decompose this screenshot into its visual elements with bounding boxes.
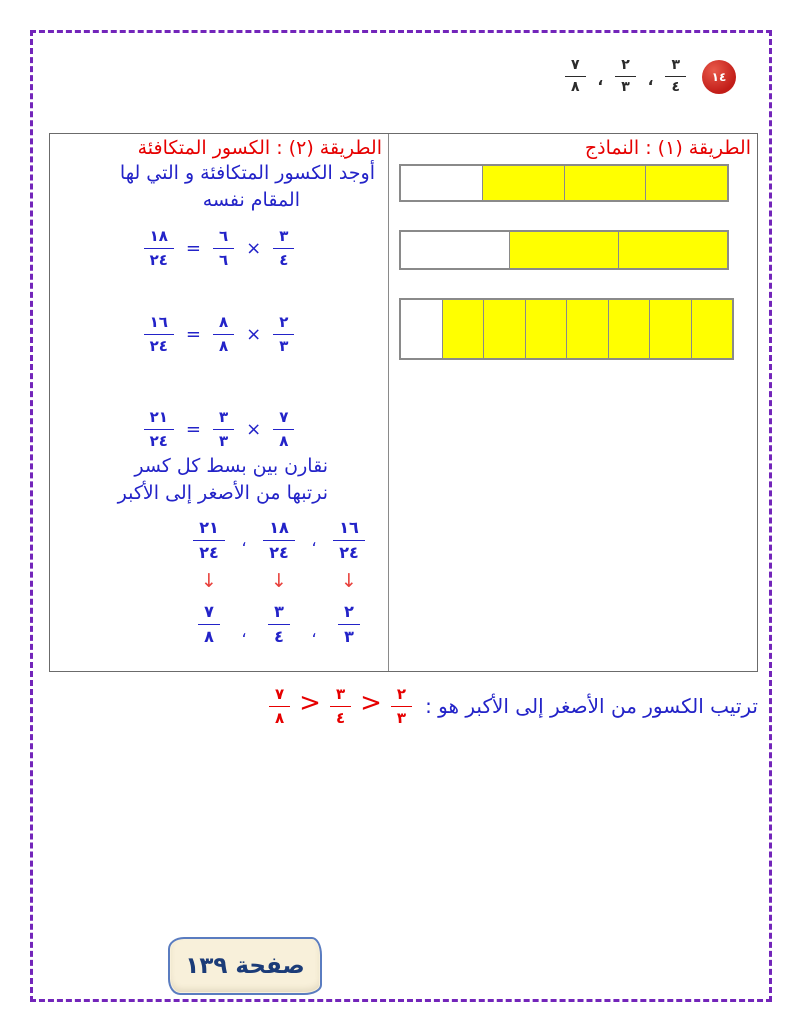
shaded-segment <box>563 166 646 200</box>
question-number: ١٤ <box>711 69 727 84</box>
method2-equivalent-fractions-cell: الطريقة (٢) : الكسور المتكافئة أوجد الكس… <box>50 134 388 671</box>
fraction-18-24: ١٨ ٢٤ <box>143 228 174 268</box>
fraction-16-24: ١٦ ٢٤ <box>143 314 174 354</box>
order-note: نرتبها من الأصغر إلى الأكبر <box>117 482 328 504</box>
shaded-segment <box>618 232 727 268</box>
equals-sign: = <box>185 237 201 259</box>
unshaded-segment <box>401 300 442 358</box>
fraction-bar-2-3 <box>399 230 729 270</box>
comma-separator: ، <box>311 530 317 550</box>
instruction-line-2: المقام نفسه <box>202 189 300 211</box>
comma-separator: ، <box>647 70 654 89</box>
page-number-label: صفحة ١٣٩ <box>185 953 305 979</box>
comma-separator: ، <box>241 621 247 641</box>
arrows-row: ↓ ↓ ↓ <box>50 569 388 593</box>
fraction-bar-7-8 <box>399 298 734 360</box>
fraction-bar-3-4 <box>399 164 729 202</box>
shaded-segment <box>481 166 564 200</box>
instruction-line-1: أوجد الكسور المتكافئة و التي لها <box>119 162 375 184</box>
shaded-segment <box>607 300 649 358</box>
method1-models-cell: الطريقة (١) : النماذج <box>388 134 757 671</box>
shaded-segment <box>483 300 525 358</box>
down-arrow-icon: ↓ <box>271 570 287 593</box>
fraction-21-24: ٢١ ٢٤ <box>186 519 232 561</box>
question-number-badge: ١٤ <box>702 59 736 94</box>
ordered-equivalents-row: ١٦ ٢٤ ، ١٨ ٢٤ ، ٢١ ٢٤ <box>50 519 388 561</box>
method1-title: الطريقة (١) : النماذج <box>584 137 751 159</box>
unshaded-segment <box>401 232 509 268</box>
fraction-18-24: ١٨ ٢٤ <box>256 519 302 561</box>
comma-separator: ، <box>241 530 247 550</box>
equals-sign: = <box>185 418 201 440</box>
greater-than-sign: > <box>299 688 321 718</box>
fraction-21-24: ٢١ ٢٤ <box>143 409 174 449</box>
page-border <box>30 30 772 1002</box>
down-arrow-icon: ↓ <box>201 570 217 593</box>
question-fraction-7-8: ٧ ٨ <box>564 57 586 96</box>
method2-title: الطريقة (٢) : الكسور المتكافئة <box>137 137 382 159</box>
times-sign: × <box>246 323 262 345</box>
shaded-segment <box>645 166 727 200</box>
shaded-segment <box>509 232 618 268</box>
unshaded-segment <box>401 166 482 200</box>
shaded-segment <box>690 300 732 358</box>
shaded-segment <box>441 300 483 358</box>
page-number-badge: صفحة ١٣٩ <box>168 937 322 995</box>
comma-separator: ، <box>597 70 604 89</box>
fraction-16-24: ١٦ ٢٤ <box>326 519 372 561</box>
answer-line: ترتيب الكسور من الأصغر إلى الأكبر هو : ٢… <box>269 686 758 726</box>
shaded-segment <box>524 300 566 358</box>
question-fraction-2-3: ٢ ٣ <box>615 57 636 96</box>
greater-than-sign: > <box>360 688 382 718</box>
compare-note: نقارن بين بسط كل كسر <box>134 455 328 477</box>
comma-separator: ، <box>311 621 317 641</box>
shaded-segment <box>566 300 608 358</box>
times-sign: × <box>246 237 262 259</box>
answer-label: ترتيب الكسور من الأصغر إلى الأكبر هو : <box>425 694 758 718</box>
question-header: ١٤ ٣ ٤ ، ٢ ٣ ، ٧ ٨ <box>564 57 736 96</box>
times-sign: × <box>246 418 262 440</box>
shaded-segment <box>649 300 691 358</box>
question-fraction-3-4: ٣ ٤ <box>665 57 686 96</box>
equals-sign: = <box>185 323 201 345</box>
down-arrow-icon: ↓ <box>341 570 357 593</box>
methods-table: الطريقة (١) : النماذج الطريقة (٢) : الكس… <box>49 133 758 672</box>
